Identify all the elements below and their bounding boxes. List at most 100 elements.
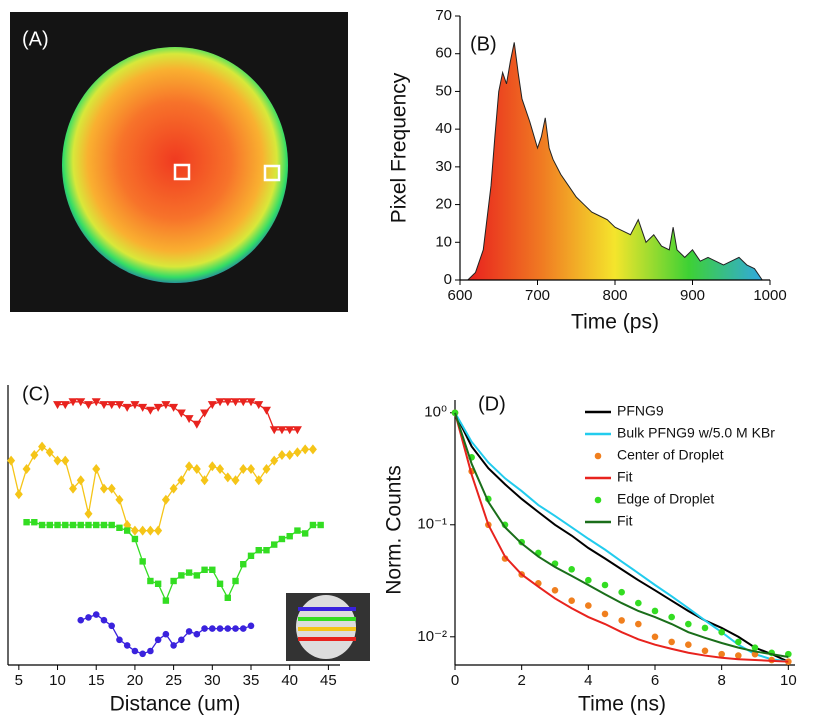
x-tick-label: 40 bbox=[281, 672, 298, 689]
marker bbox=[247, 622, 255, 630]
marker bbox=[216, 625, 224, 632]
x-tick-label: 1000 bbox=[753, 287, 786, 304]
y-tick-label: 50 bbox=[435, 82, 452, 99]
marker bbox=[100, 521, 108, 529]
marker bbox=[85, 521, 92, 529]
marker bbox=[116, 524, 123, 531]
marker bbox=[735, 638, 742, 646]
y-tick-label: 10⁻² bbox=[417, 628, 447, 645]
marker bbox=[53, 455, 62, 466]
marker bbox=[232, 625, 239, 632]
marker bbox=[61, 455, 70, 466]
marker bbox=[138, 403, 148, 412]
marker bbox=[223, 472, 232, 483]
marker bbox=[261, 406, 271, 415]
marker bbox=[651, 607, 659, 615]
marker bbox=[76, 475, 85, 486]
marker bbox=[201, 625, 208, 632]
marker bbox=[92, 611, 100, 618]
marker bbox=[718, 650, 725, 658]
marker bbox=[107, 483, 116, 494]
marker bbox=[77, 616, 85, 624]
marker bbox=[153, 403, 163, 412]
marker bbox=[294, 527, 301, 534]
marker bbox=[107, 401, 117, 410]
x-tick-label: 800 bbox=[602, 287, 627, 304]
marker bbox=[301, 530, 309, 537]
marker bbox=[130, 525, 139, 536]
marker bbox=[91, 398, 101, 407]
marker bbox=[161, 494, 170, 505]
area bbox=[466, 42, 764, 281]
marker bbox=[147, 647, 154, 655]
marker bbox=[178, 636, 185, 644]
marker bbox=[200, 409, 210, 418]
marker bbox=[123, 527, 131, 534]
marker bbox=[701, 624, 709, 632]
marker bbox=[292, 426, 302, 435]
marker bbox=[22, 464, 31, 474]
marker bbox=[293, 447, 302, 458]
marker bbox=[223, 398, 233, 407]
marker bbox=[585, 576, 592, 584]
marker bbox=[139, 650, 146, 658]
marker bbox=[131, 535, 139, 543]
marker bbox=[83, 401, 93, 410]
marker bbox=[247, 464, 256, 474]
marker bbox=[85, 614, 92, 621]
marker bbox=[668, 638, 675, 646]
x-tick-label: 5 bbox=[15, 672, 23, 689]
marker bbox=[100, 616, 108, 624]
marker bbox=[193, 572, 201, 579]
marker bbox=[60, 401, 70, 410]
x-axis-label: Time (ns) bbox=[578, 693, 666, 716]
marker bbox=[254, 401, 264, 410]
x-tick-label: 700 bbox=[525, 287, 550, 304]
marker bbox=[568, 566, 575, 573]
marker bbox=[130, 401, 140, 410]
marker bbox=[169, 403, 179, 412]
marker bbox=[618, 588, 625, 596]
x-tick-label: 2 bbox=[517, 672, 525, 689]
marker bbox=[201, 566, 208, 573]
marker bbox=[108, 521, 115, 529]
marker bbox=[216, 464, 225, 474]
marker bbox=[154, 525, 163, 536]
x-tick-label: 25 bbox=[165, 672, 182, 689]
marker bbox=[209, 566, 216, 573]
marker bbox=[154, 636, 162, 644]
marker bbox=[215, 398, 225, 407]
series-line bbox=[26, 521, 321, 603]
marker bbox=[62, 521, 69, 529]
legend-label: Bulk PFNG9 w/5.0 M KBr bbox=[617, 425, 775, 441]
y-tick-label: 60 bbox=[435, 45, 452, 62]
x-tick-label: 30 bbox=[204, 672, 221, 689]
marker bbox=[685, 641, 692, 648]
panel-c-inset bbox=[286, 593, 370, 661]
marker bbox=[177, 475, 186, 486]
y-tick-label: 20 bbox=[435, 196, 452, 213]
marker bbox=[146, 525, 155, 536]
marker bbox=[209, 625, 216, 632]
series-line bbox=[454, 412, 789, 658]
x-tick-label: 900 bbox=[680, 287, 705, 304]
marker bbox=[170, 577, 177, 585]
marker bbox=[668, 613, 675, 621]
marker bbox=[154, 580, 162, 587]
marker bbox=[301, 444, 310, 455]
marker bbox=[601, 610, 609, 618]
marker bbox=[285, 450, 294, 460]
marker bbox=[208, 461, 217, 472]
x-tick-label: 10 bbox=[780, 672, 797, 689]
marker bbox=[185, 628, 193, 635]
x-tick-label: 600 bbox=[447, 287, 472, 304]
marker bbox=[7, 455, 16, 466]
panel-label: (A) bbox=[22, 28, 49, 50]
marker bbox=[277, 426, 287, 435]
marker bbox=[162, 630, 170, 638]
marker bbox=[30, 450, 39, 460]
marker bbox=[270, 455, 279, 466]
marker bbox=[635, 620, 642, 628]
marker bbox=[551, 587, 559, 594]
marker bbox=[176, 409, 186, 418]
